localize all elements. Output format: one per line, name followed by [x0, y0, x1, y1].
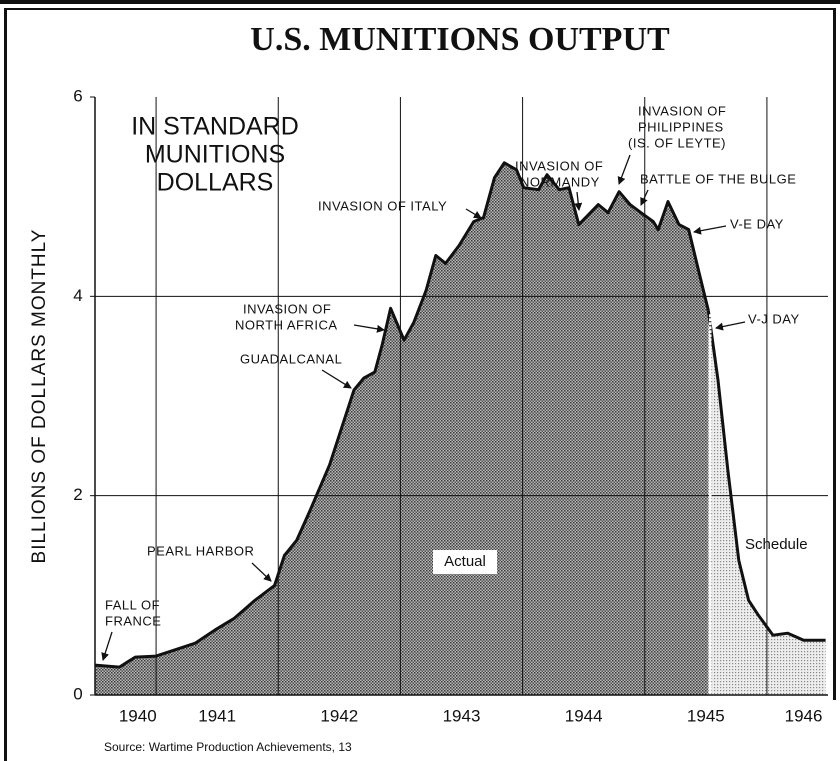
annotation: NORMANDY — [520, 174, 600, 189]
annotation: BATTLE OF THE BULGE — [640, 171, 796, 186]
y-tick-label: 0 — [73, 684, 82, 703]
annotation: INVASION OF ITALY — [318, 198, 447, 213]
annotation: FRANCE — [105, 613, 161, 628]
annotations: FALL OF FRANCE PEARL HARBOR GUADALCANAL … — [101, 103, 800, 661]
x-tick-label: 1941 — [198, 706, 236, 725]
frame-right — [833, 8, 836, 700]
annotation: V-E DAY — [730, 216, 784, 231]
x-tick-label: 1946 — [785, 706, 823, 725]
annotation: PHILIPPINES — [638, 119, 724, 134]
arrow — [574, 191, 583, 211]
arrow — [353, 324, 385, 333]
frame-top — [0, 0, 840, 4]
annotation: NORTH AFRICA — [235, 317, 338, 332]
annotation: INVASION OF — [638, 103, 726, 118]
legend-box — [433, 550, 497, 574]
annotation: GUADALCANAL — [240, 351, 342, 366]
arrow — [617, 154, 631, 185]
series-label: Schedule — [745, 536, 808, 553]
arrow — [251, 562, 272, 582]
y-axis-label: BILLIONS OF DOLLARS MONTHLY — [29, 229, 50, 564]
annotation: INVASION OF — [243, 301, 331, 316]
arrow — [715, 321, 746, 331]
annotation: V-J DAY — [748, 311, 800, 326]
arrow — [321, 369, 352, 389]
arrow — [101, 631, 113, 661]
annotation: PEARL HARBOR — [147, 543, 254, 558]
y-tick-label: 2 — [73, 485, 82, 504]
arrow — [640, 189, 649, 206]
x-tick-label: 1940 — [119, 706, 157, 725]
x-tick-label: 1945 — [687, 706, 725, 725]
annotation: (IS. OF LEYTE) — [628, 135, 726, 150]
subtitle: IN STANDARD — [131, 113, 299, 141]
x-tick-label: 1943 — [443, 706, 481, 725]
line — [94, 161, 710, 669]
line — [706, 310, 826, 642]
frame-left — [4, 8, 7, 761]
chart-title: U.S. MUNITIONS OUTPUT — [250, 21, 670, 58]
x-tick-label: 1942 — [320, 706, 358, 725]
area — [95, 162, 709, 696]
subtitle: DOLLARS — [157, 169, 274, 197]
subtitle: MUNITIONS — [145, 141, 285, 169]
arrow — [465, 208, 482, 219]
area — [708, 310, 826, 695]
y-tick-label: 6 — [73, 86, 82, 105]
arrow — [693, 225, 727, 235]
y-tick-label: 4 — [73, 286, 82, 305]
x-tick-label: 1944 — [565, 706, 603, 725]
series-label: Actual — [444, 553, 486, 570]
frame-top-inner — [4, 8, 836, 10]
annotation: INVASION OF — [515, 158, 603, 173]
annotation: FALL OF — [105, 597, 160, 612]
source: Source: Wartime Production Achievements,… — [104, 740, 352, 754]
